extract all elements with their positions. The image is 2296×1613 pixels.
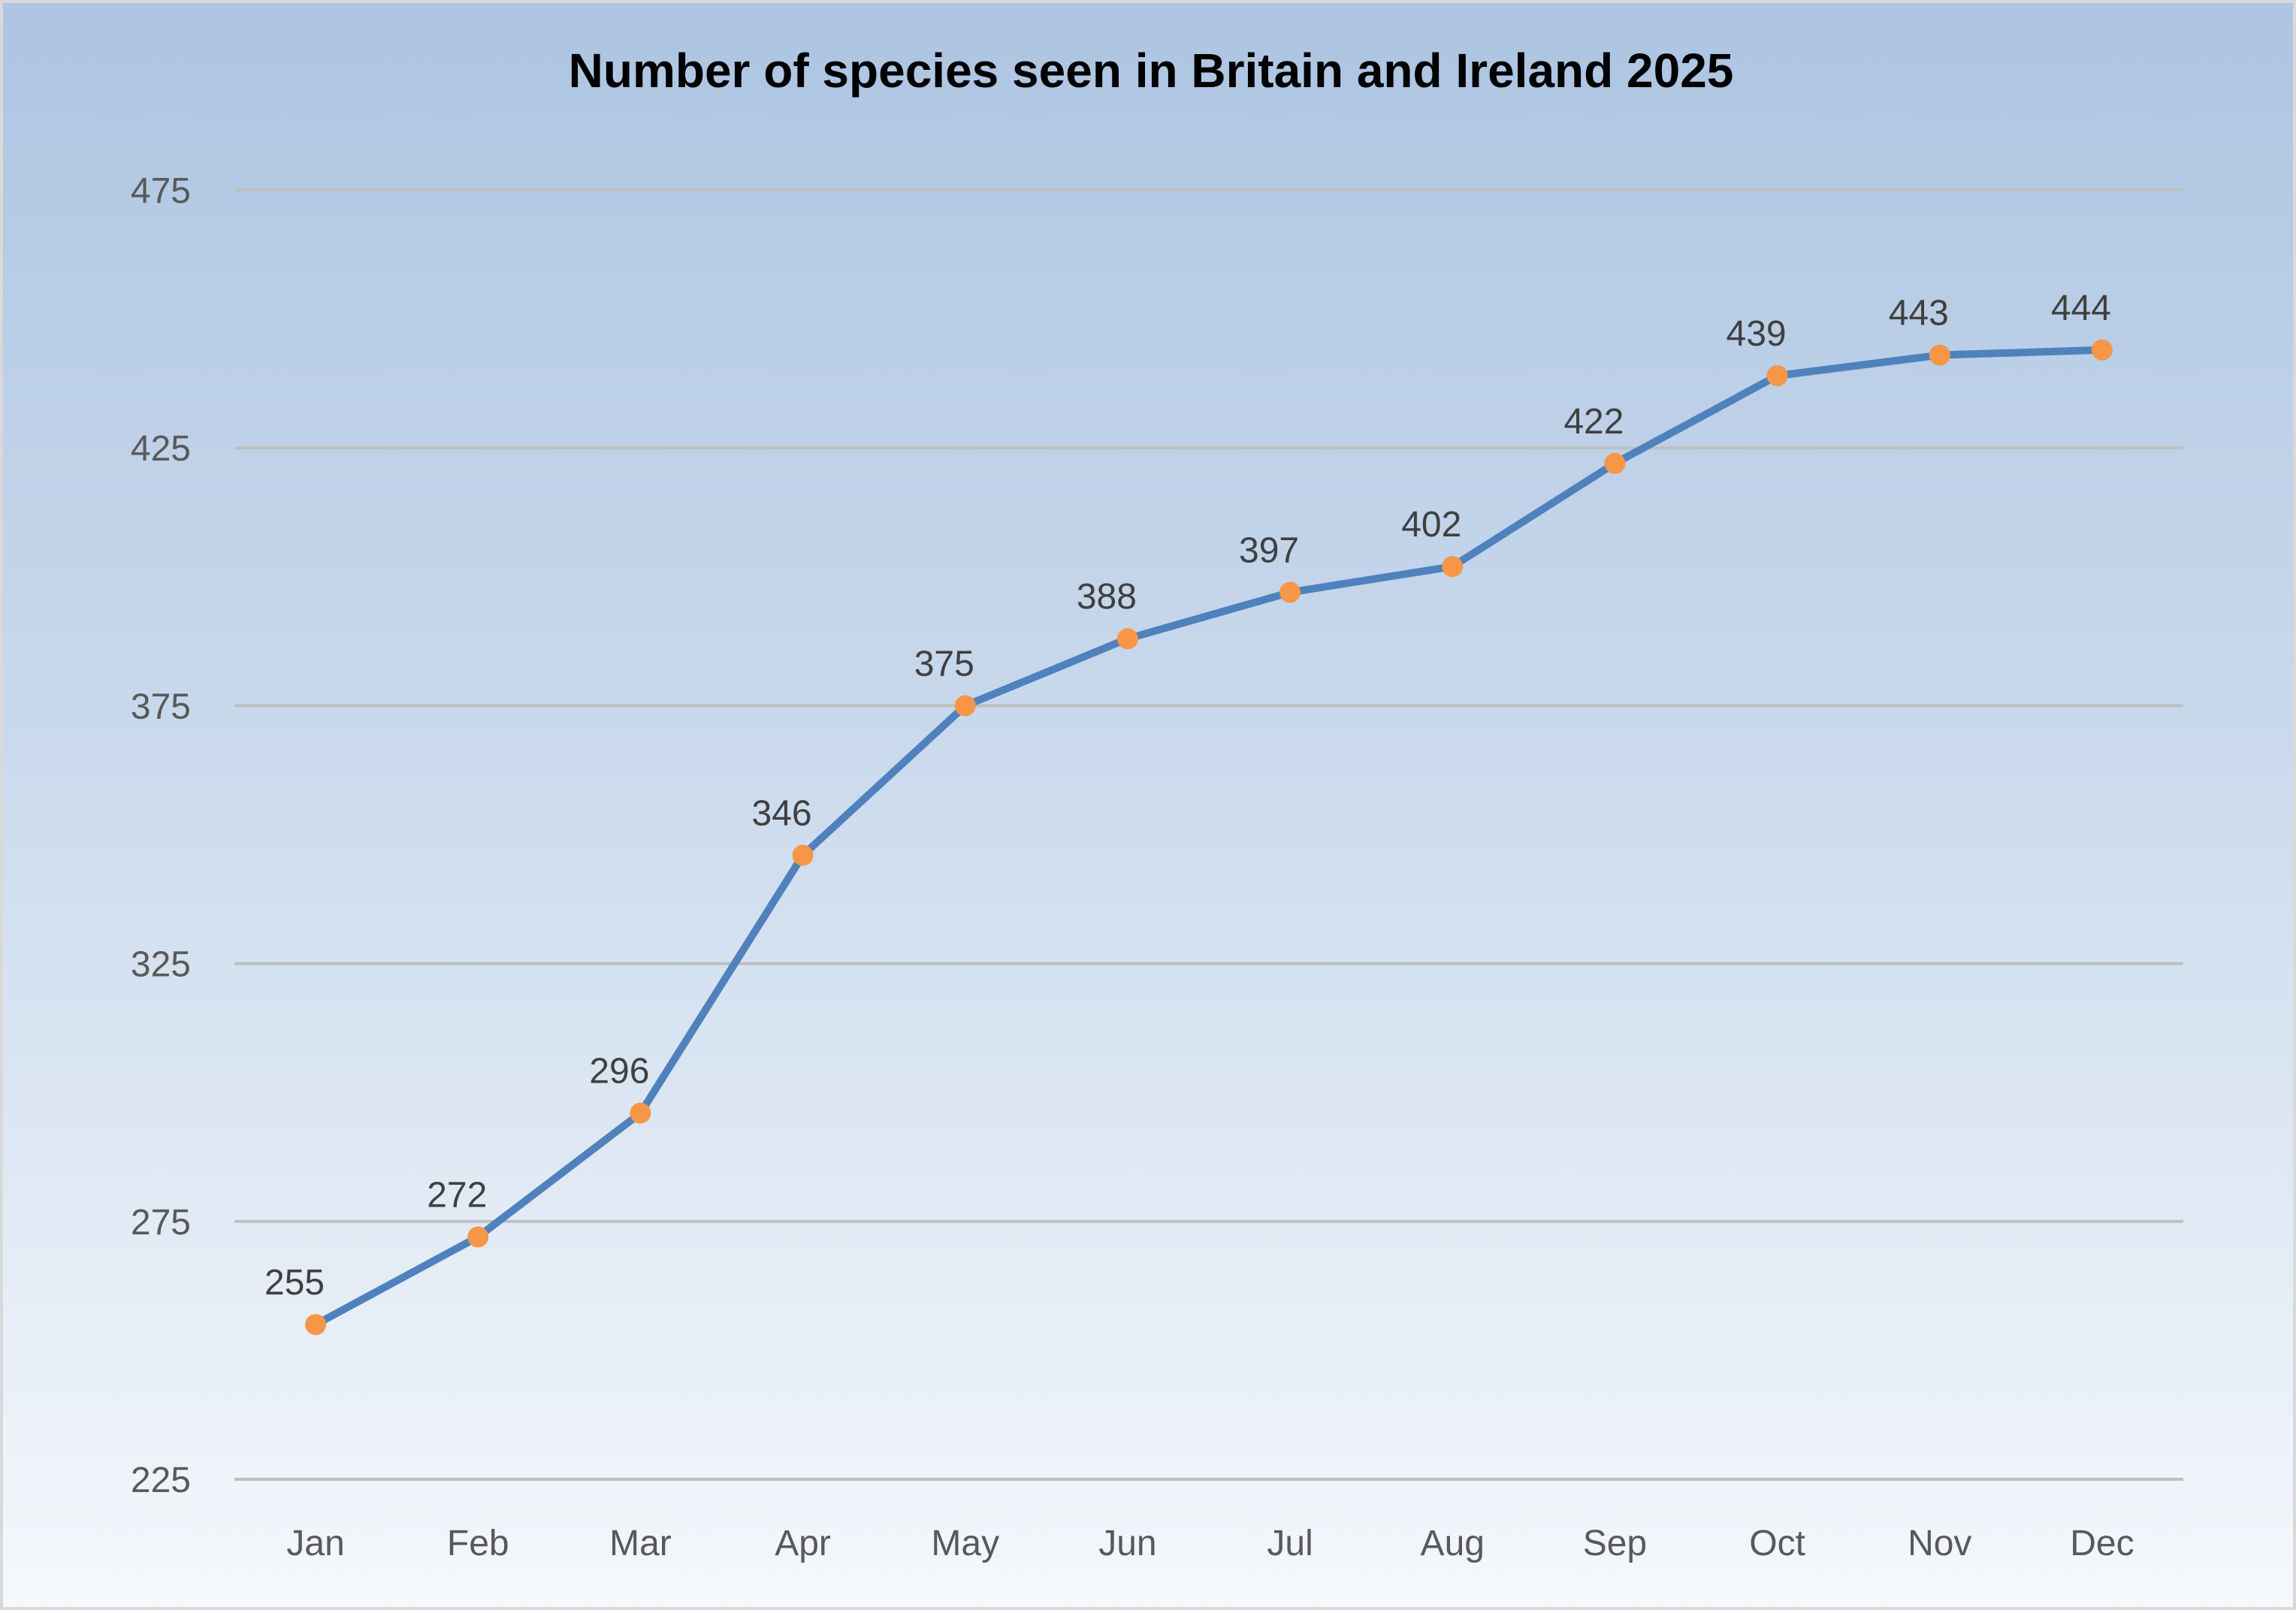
data-point-marker <box>1929 344 1950 366</box>
data-point-marker <box>1116 628 1138 650</box>
y-tick-label: 375 <box>131 687 191 726</box>
data-point-marker <box>305 1314 327 1336</box>
data-label: 422 <box>1563 402 1624 442</box>
data-label: 255 <box>264 1263 325 1303</box>
x-tick-label: Oct <box>1749 1524 1805 1563</box>
data-point-marker <box>630 1102 651 1124</box>
x-tick-label: Mar <box>609 1524 672 1563</box>
y-tick-label: 325 <box>131 945 191 985</box>
data-label: 388 <box>1077 577 1137 617</box>
data-label: 296 <box>589 1052 649 1092</box>
data-label: 272 <box>427 1175 487 1215</box>
x-tick-label: Sep <box>1583 1524 1647 1563</box>
x-tick-label: Feb <box>447 1524 509 1563</box>
data-label: 439 <box>1727 314 1787 354</box>
data-label: 346 <box>752 793 812 833</box>
x-tick-label: Jun <box>1098 1524 1156 1563</box>
data-point-marker <box>1442 556 1464 578</box>
data-point-marker <box>467 1226 489 1248</box>
series-line <box>312 346 2106 1329</box>
x-tick-label: Nov <box>1908 1524 1971 1563</box>
y-tick-label: 425 <box>131 429 191 469</box>
x-tick-label: Dec <box>2070 1524 2134 1563</box>
y-tick-label: 475 <box>131 171 191 211</box>
line-chart: Number of species seen in Britain and Ir… <box>131 44 2183 1563</box>
data-label: 444 <box>2051 288 2111 328</box>
x-tick-label: Jan <box>286 1524 344 1563</box>
y-tick-label: 275 <box>131 1203 191 1243</box>
x-tick-label: Jul <box>1267 1524 1313 1563</box>
x-tick-label: May <box>931 1524 999 1563</box>
data-point-marker <box>1604 452 1626 474</box>
data-point-marker <box>1279 581 1301 603</box>
data-point-marker <box>2091 339 2113 361</box>
data-label: 443 <box>1889 294 1949 334</box>
data-point-marker <box>792 844 814 866</box>
data-label: 375 <box>914 644 974 684</box>
chart-title: Number of species seen in Britain and Ir… <box>569 44 1734 98</box>
data-point-marker <box>954 695 976 717</box>
data-label: 402 <box>1401 505 1461 545</box>
data-point-marker <box>1766 365 1788 387</box>
x-tick-label: Apr <box>775 1524 831 1563</box>
data-label: 397 <box>1239 530 1299 570</box>
y-tick-label: 225 <box>131 1460 191 1500</box>
x-tick-label: Aug <box>1421 1524 1485 1563</box>
